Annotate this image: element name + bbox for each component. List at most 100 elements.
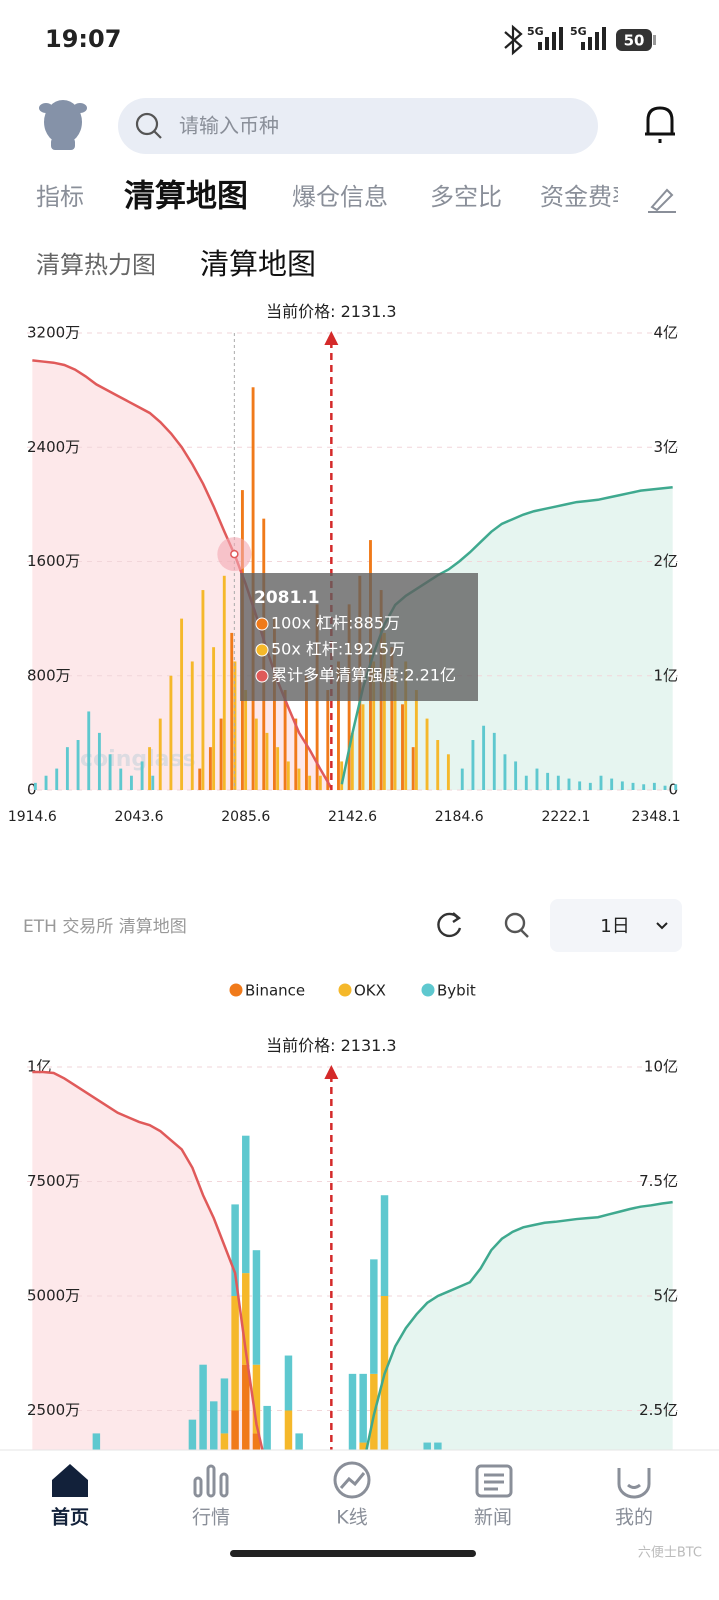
cumulative-line (340, 1200, 673, 1521)
bar (76, 740, 80, 790)
bar (294, 718, 298, 790)
bar-segment (252, 1250, 261, 1365)
bar (219, 718, 223, 790)
bar (108, 754, 112, 790)
y-tick-label: 0 (27, 781, 37, 799)
bar-segment (380, 1195, 389, 1296)
home-icon[interactable] (52, 1464, 88, 1497)
bar (33, 782, 37, 790)
chart: 0 800万 1600万 2400万 3200万 0 1亿 2亿 3亿 4亿 coinglass 19… (8, 302, 681, 826)
edit-icon[interactable] (648, 188, 676, 213)
bar (305, 675, 308, 790)
tooltip (240, 573, 478, 701)
bar (460, 768, 464, 790)
bar (588, 782, 592, 790)
avatar[interactable] (39, 100, 87, 150)
bar (350, 732, 354, 790)
bar (599, 775, 603, 790)
x-tick-label: 2184.6 (435, 809, 484, 825)
current-price-caption: 当前价格: (266, 1036, 335, 1055)
current-price-arrow (324, 1065, 339, 1079)
current-price-value: 2131.3 (341, 302, 397, 321)
subtab-active[interactable]: 清算地图 (200, 247, 316, 281)
bar-segment (359, 1373, 367, 1443)
tooltip-swatch (255, 617, 269, 631)
bar (620, 781, 624, 790)
y2-tick-label: 2.5亿 (639, 1401, 678, 1419)
period-select[interactable] (550, 899, 682, 952)
nav-label[interactable]: K线 (336, 1507, 367, 1529)
kline-icon[interactable] (333, 1461, 371, 1499)
legend-swatch (421, 983, 435, 997)
bar (265, 732, 269, 790)
profile-icon[interactable] (617, 1468, 651, 1499)
bar (503, 754, 507, 790)
bar-segment (242, 1135, 250, 1274)
nav-bar (0, 1450, 719, 1600)
search-icon[interactable] (504, 912, 526, 934)
bar (276, 747, 280, 790)
bar-segment (252, 1364, 261, 1434)
bar (326, 690, 330, 790)
bar (254, 718, 258, 790)
refresh-icon[interactable] (437, 912, 462, 938)
bar (212, 647, 216, 790)
news-icon[interactable] (475, 1464, 513, 1498)
current-price-value: 2131.3 (341, 1036, 397, 1055)
nav-label[interactable]: 行情 (192, 1507, 230, 1529)
y-tick-label: 7500万 (27, 1172, 80, 1190)
legend-swatch (229, 983, 243, 997)
x-tick-label: 2043.6 (115, 809, 164, 825)
bar (414, 690, 418, 790)
bar-segment (370, 1373, 378, 1489)
bar (286, 761, 290, 790)
bar (337, 661, 340, 790)
nav-label[interactable]: 我的 (615, 1507, 653, 1529)
tab[interactable]: 指标 (36, 183, 84, 211)
period-value: 1日 (600, 916, 629, 937)
search-box[interactable] (118, 98, 598, 154)
bar (222, 575, 226, 790)
line-area (32, 1072, 332, 1525)
bar (492, 732, 496, 790)
bar (148, 747, 152, 790)
battery-level: 50 (624, 32, 645, 50)
search-icon (153, 130, 162, 139)
bar (140, 761, 144, 790)
bar (283, 690, 287, 790)
y2-tick-label: 5亿 (653, 1287, 678, 1305)
y-tick-label: 800万 (27, 666, 71, 684)
nav-label[interactable]: 新闻 (474, 1507, 512, 1529)
tab[interactable]: 资金费率 (540, 183, 636, 211)
hover-dot (230, 549, 239, 559)
chevron-icon (656, 922, 668, 930)
bar (55, 768, 59, 790)
bar (244, 690, 248, 790)
tab-active[interactable]: 清算地图 (124, 179, 248, 215)
bar (411, 747, 415, 790)
search-icon (135, 112, 159, 136)
status-time: 19:07 (45, 25, 121, 53)
bar (65, 747, 69, 790)
nav-label-active[interactable]: 首页 (51, 1506, 89, 1529)
y2-tick-label: 0 (668, 781, 678, 799)
y2-tick-label: 7.5亿 (639, 1172, 678, 1190)
bell-icon[interactable] (645, 106, 675, 143)
bar (610, 778, 614, 790)
tab[interactable]: 多空比 (430, 183, 502, 211)
tab[interactable]: 爆仓信息 (292, 183, 388, 211)
bar (198, 768, 202, 790)
y2-tick-label: 10亿 (644, 1058, 678, 1076)
current-price-caption: 当前价格: (266, 302, 335, 321)
bar-segment (231, 1204, 239, 1296)
bar (425, 718, 429, 790)
subtab[interactable]: 清算热力图 (36, 251, 156, 279)
bar (318, 775, 322, 790)
market-icon[interactable] (193, 1464, 229, 1498)
bar (390, 647, 394, 790)
x-tick-label: 2222.1 (541, 809, 590, 825)
bar (652, 782, 656, 790)
current-price-label: 当前价格: 2131.3 (266, 1036, 396, 1055)
watermark: 六便士BTC (638, 1546, 702, 1561)
